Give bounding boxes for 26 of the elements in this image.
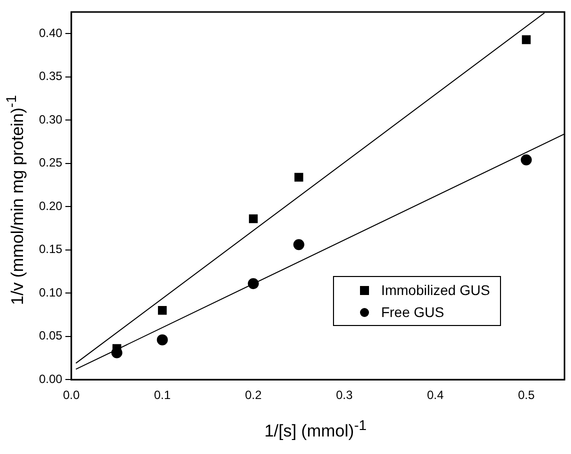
x-tick-label: 0.3 (336, 388, 353, 402)
x-tick-label: 0.1 (154, 388, 172, 402)
y-tick-label: 0.35 (38, 69, 63, 84)
point (156, 334, 168, 346)
point (248, 214, 258, 224)
x-axis-title: 1/[s] (mmol)$^{-1}$ (263, 418, 368, 442)
y-tick-label: 0.15 (38, 242, 63, 256)
y-tick-label: 0.00 (38, 372, 63, 386)
point (293, 239, 304, 250)
legend-label: Immobilized GUS (381, 281, 490, 300)
y-tick-label: 0.40 (38, 26, 63, 40)
point (158, 306, 167, 315)
y-tick-label: 0.05 (38, 328, 63, 343)
point (522, 35, 531, 44)
point (248, 278, 259, 290)
y-tick-label: 0.20 (38, 198, 63, 213)
y-tick-label: 0.25 (38, 156, 63, 170)
point (520, 154, 532, 166)
legend-label: Free GUS (381, 303, 444, 322)
x-tick-label: 0.5 (518, 388, 535, 402)
x-tick-label: 0.4 (426, 388, 444, 402)
x-tick-label: 0.2 (244, 388, 262, 402)
point (294, 172, 304, 182)
x-tick-label: 0.0 (63, 388, 80, 402)
y-tick-label: 0.30 (38, 112, 63, 126)
y-tick-label: 0.10 (38, 285, 63, 300)
